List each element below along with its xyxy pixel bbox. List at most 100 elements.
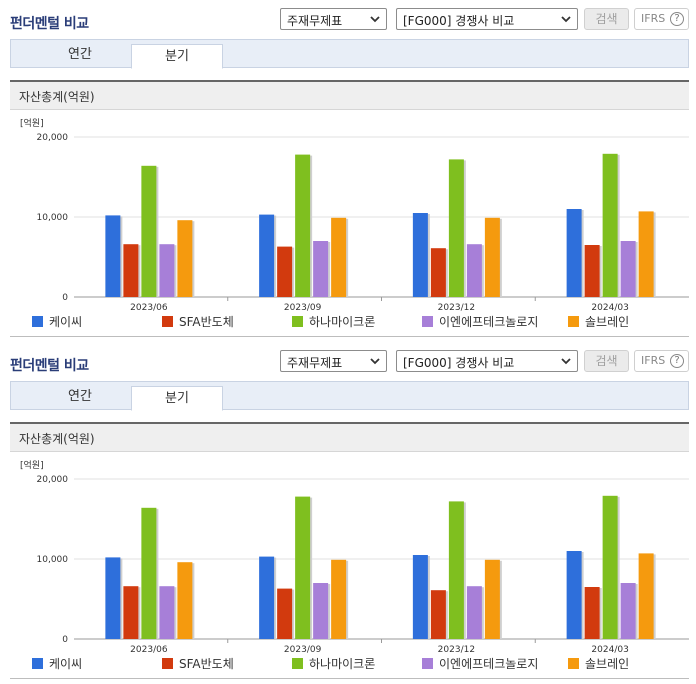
bar: [638, 553, 654, 639]
legend-label: 하나마이크론: [309, 315, 376, 329]
bar: [295, 496, 311, 639]
legend-item[interactable]: 솔브레인: [568, 313, 629, 330]
bar: [584, 587, 600, 639]
bar: [331, 217, 347, 297]
chevron-down-icon: [370, 16, 380, 23]
bar: [584, 245, 600, 297]
legend-swatch: [568, 316, 579, 327]
chevron-down-icon: [370, 358, 380, 365]
panel-title: 펀더멘털 비교: [10, 16, 89, 32]
bar: [484, 559, 500, 639]
x-tick-label: 2023/06: [130, 303, 168, 313]
bar: [159, 244, 175, 297]
y-tick-label: 20,000: [37, 475, 69, 485]
statement-select-value: 주재무제표: [287, 356, 343, 370]
ifrs-label: IFRS: [641, 354, 666, 367]
ifrs-button[interactable]: IFRS ?: [634, 8, 689, 30]
legend-item[interactable]: SFA반도체: [162, 313, 234, 330]
unit-label: [억원]: [20, 459, 44, 471]
legend-item[interactable]: 이엔에프테크놀로지: [422, 655, 538, 672]
legend-swatch: [32, 658, 43, 669]
comparison-select-value: [FG000] 경쟁사 비교: [403, 356, 515, 370]
x-tick-label: 2023/06: [130, 645, 168, 655]
legend-label: 케이씨: [49, 315, 83, 329]
legend-label: 이엔에프테크놀로지: [439, 657, 539, 671]
x-tick-label: 2023/09: [284, 645, 322, 655]
legend-item[interactable]: 케이씨: [32, 313, 82, 330]
bar: [141, 507, 157, 639]
chevron-down-icon: [561, 16, 571, 23]
legend-swatch: [568, 658, 579, 669]
bar: [123, 586, 139, 639]
legend-item[interactable]: 이엔에프테크놀로지: [422, 313, 538, 330]
panel-title: 펀더멘털 비교: [10, 358, 89, 374]
bar: [638, 211, 654, 297]
legend-item[interactable]: 하나마이크론: [292, 655, 375, 672]
x-tick-label: 2024/03: [591, 645, 628, 655]
bar: [105, 215, 121, 297]
legend-item[interactable]: 하나마이크론: [292, 313, 375, 330]
comparison-select-value: [FG000] 경쟁사 비교: [403, 14, 515, 28]
question-circle-icon[interactable]: ?: [670, 12, 684, 26]
legend-swatch: [292, 658, 303, 669]
x-tick-label: 2024/03: [591, 303, 628, 313]
legend-item[interactable]: SFA반도체: [162, 655, 234, 672]
bar: [313, 583, 329, 639]
ifrs-label: IFRS: [641, 12, 666, 25]
bar: [277, 246, 293, 297]
bar: [620, 241, 636, 297]
bar: [466, 586, 482, 639]
bar: [602, 153, 618, 297]
tab-annual[interactable]: 연간: [68, 389, 92, 404]
bar-chart: [억원] 0 10,000 20,000 2023/06 2023/09 2023/12 20…: [20, 117, 689, 313]
legend-swatch: [422, 658, 433, 669]
bar: [159, 586, 175, 639]
period-tabs: 연간 분기: [10, 39, 689, 69]
bar: [277, 588, 293, 639]
section-title: 자산총계(억원): [19, 432, 95, 446]
bar: [430, 248, 446, 297]
bar: [448, 501, 464, 639]
bar: [430, 590, 446, 639]
bar: [177, 562, 193, 639]
bar-chart: [억원] 0 10,000 20,000 2023/06 2023/09 2023/12 20…: [20, 459, 689, 655]
statement-select[interactable]: 주재무제표: [280, 350, 387, 372]
divider: [10, 336, 689, 337]
section-header: 자산총계(억원): [10, 422, 689, 452]
legend-swatch: [422, 316, 433, 327]
legend-label: 케이씨: [49, 657, 83, 671]
ifrs-button[interactable]: IFRS ?: [634, 350, 689, 372]
legend-item[interactable]: 솔브레인: [568, 655, 629, 672]
fundamental-panel: 펀더멘털 비교 주재무제표 [FG000] 경쟁사 비교 검색 IFRS ? 연…: [0, 342, 696, 684]
legend-label: SFA반도체: [179, 315, 234, 329]
tab-quarterly[interactable]: 분기: [131, 386, 223, 411]
bar: [295, 154, 311, 297]
divider: [10, 678, 689, 679]
period-tabs: 연간 분기: [10, 381, 689, 411]
question-circle-icon[interactable]: ?: [670, 354, 684, 368]
tab-quarterly[interactable]: 분기: [131, 44, 223, 69]
statement-select[interactable]: 주재무제표: [280, 8, 387, 30]
bar: [448, 159, 464, 297]
x-tick-label: 2023/12: [438, 645, 475, 655]
y-tick-label: 10,000: [37, 555, 69, 565]
comparison-select[interactable]: [FG000] 경쟁사 비교: [396, 8, 578, 30]
bar: [566, 209, 582, 297]
comparison-select[interactable]: [FG000] 경쟁사 비교: [396, 350, 578, 372]
bar: [259, 214, 275, 297]
unit-label: [억원]: [20, 117, 44, 129]
bar: [313, 241, 329, 297]
section-title: 자산총계(억원): [19, 90, 95, 104]
x-tick-label: 2023/12: [438, 303, 475, 313]
legend-item[interactable]: 케이씨: [32, 655, 82, 672]
search-button[interactable]: 검색: [584, 8, 629, 30]
legend-swatch: [32, 316, 43, 327]
search-button[interactable]: 검색: [584, 350, 629, 372]
tab-annual[interactable]: 연간: [68, 47, 92, 62]
chevron-down-icon: [561, 358, 571, 365]
y-tick-label: 0: [62, 635, 68, 645]
legend-label: 하나마이크론: [309, 657, 376, 671]
legend-label: 솔브레인: [585, 657, 630, 671]
legend-swatch: [162, 316, 173, 327]
bar: [141, 165, 157, 297]
